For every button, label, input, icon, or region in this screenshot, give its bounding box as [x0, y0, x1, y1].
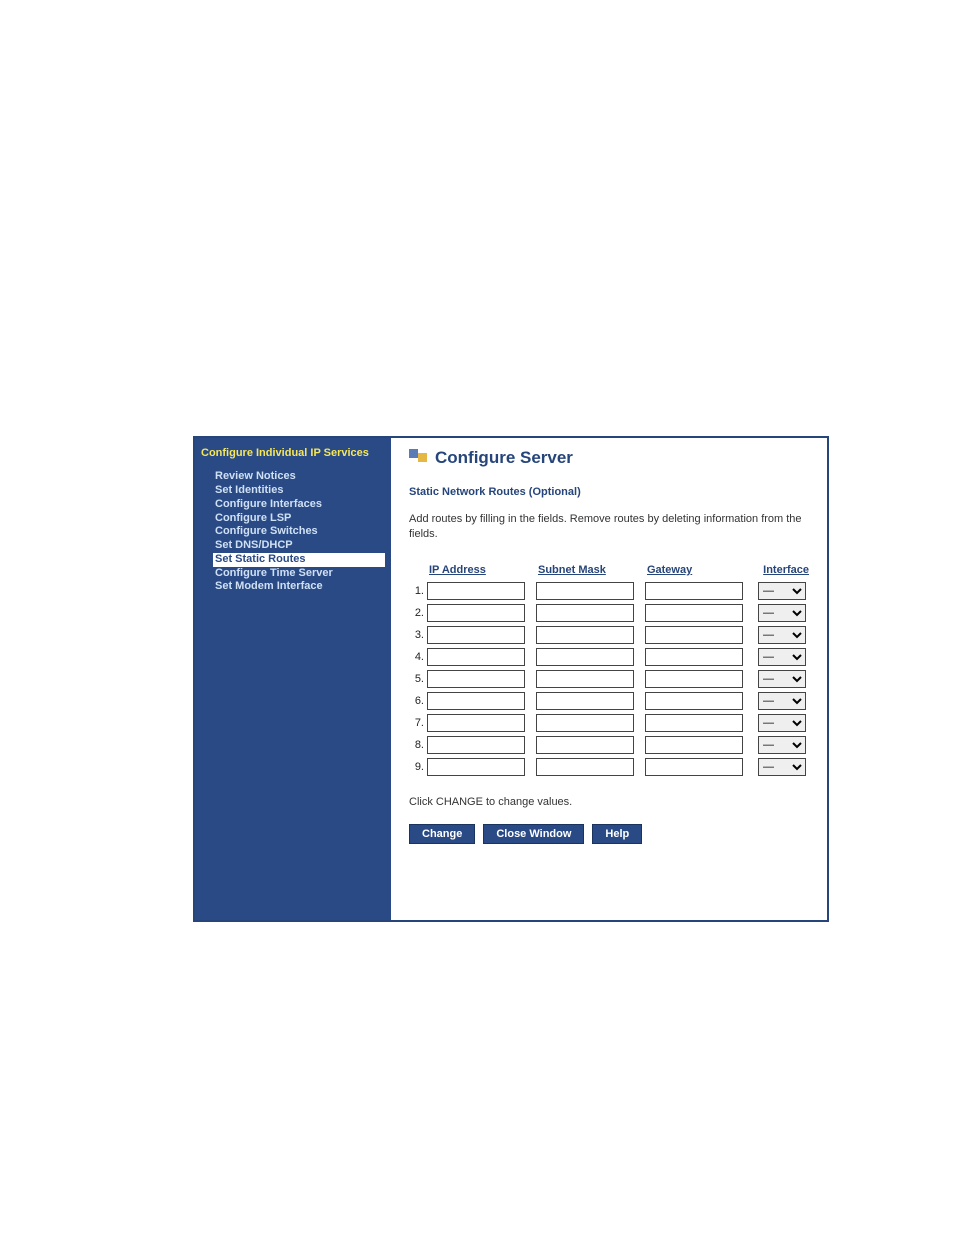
col-header-iface[interactable]: Interface	[754, 564, 809, 580]
config-window: Configure Individual IP Services Review …	[193, 436, 829, 922]
interface-select[interactable]: —	[758, 648, 806, 666]
ip-input[interactable]	[427, 736, 525, 754]
help-button[interactable]: Help	[592, 824, 642, 844]
ip-input[interactable]	[427, 714, 525, 732]
gateway-input[interactable]	[645, 626, 743, 644]
interface-select[interactable]: —	[758, 714, 806, 732]
sidebar-item-set-identities[interactable]: Set Identities	[213, 484, 385, 498]
col-header-ip[interactable]: IP Address	[427, 564, 536, 580]
table-row: 6. —	[409, 690, 809, 712]
main-panel: Configure Server Static Network Routes (…	[391, 438, 827, 920]
mask-input[interactable]	[536, 758, 634, 776]
sidebar-item-configure-interfaces[interactable]: Configure Interfaces	[213, 498, 385, 512]
gateway-input[interactable]	[645, 692, 743, 710]
interface-select[interactable]: —	[758, 626, 806, 644]
sidebar-item-review-notices[interactable]: Review Notices	[213, 470, 385, 484]
interface-select[interactable]: —	[758, 604, 806, 622]
sidebar-item-configure-lsp[interactable]: Configure LSP	[213, 512, 385, 526]
mask-input[interactable]	[536, 604, 634, 622]
app-logo-icon	[409, 449, 427, 467]
row-number: 4.	[409, 646, 427, 668]
table-row: 7. —	[409, 712, 809, 734]
col-header-mask[interactable]: Subnet Mask	[536, 564, 645, 580]
sidebar-item-set-dns-dhcp[interactable]: Set DNS/DHCP	[213, 539, 385, 553]
gateway-input[interactable]	[645, 604, 743, 622]
mask-input[interactable]	[536, 714, 634, 732]
table-row: 8. —	[409, 734, 809, 756]
sidebar: Configure Individual IP Services Review …	[195, 438, 391, 920]
sidebar-item-configure-switches[interactable]: Configure Switches	[213, 525, 385, 539]
gateway-input[interactable]	[645, 582, 743, 600]
sidebar-item-set-modem-interface[interactable]: Set Modem Interface	[213, 580, 385, 594]
close-window-button[interactable]: Close Window	[483, 824, 584, 844]
button-row: Change Close Window Help	[409, 824, 809, 844]
interface-select[interactable]: —	[758, 736, 806, 754]
gateway-input[interactable]	[645, 714, 743, 732]
section-title: Static Network Routes (Optional)	[409, 486, 809, 498]
mask-input[interactable]	[536, 626, 634, 644]
routes-table: IP Address Subnet Mask Gateway Interface…	[409, 564, 809, 778]
ip-input[interactable]	[427, 604, 525, 622]
ip-input[interactable]	[427, 758, 525, 776]
ip-input[interactable]	[427, 670, 525, 688]
table-row: 3. —	[409, 624, 809, 646]
mask-input[interactable]	[536, 582, 634, 600]
gateway-input[interactable]	[645, 670, 743, 688]
col-header-gateway[interactable]: Gateway	[645, 564, 754, 580]
row-number: 2.	[409, 602, 427, 624]
page-title-row: Configure Server	[409, 448, 809, 468]
table-row: 1. —	[409, 580, 809, 602]
table-row: 2. —	[409, 602, 809, 624]
sidebar-header: Configure Individual IP Services	[201, 446, 385, 460]
footnote-text: Click CHANGE to change values.	[409, 796, 809, 808]
gateway-input[interactable]	[645, 758, 743, 776]
sidebar-item-configure-time-server[interactable]: Configure Time Server	[213, 567, 385, 581]
interface-select[interactable]: —	[758, 582, 806, 600]
row-number: 5.	[409, 668, 427, 690]
row-number: 8.	[409, 734, 427, 756]
interface-select[interactable]: —	[758, 670, 806, 688]
ip-input[interactable]	[427, 582, 525, 600]
ip-input[interactable]	[427, 692, 525, 710]
row-number: 6.	[409, 690, 427, 712]
instructions-text: Add routes by filling in the fields. Rem…	[409, 512, 809, 542]
mask-input[interactable]	[536, 736, 634, 754]
row-number: 7.	[409, 712, 427, 734]
sidebar-nav: Review Notices Set Identities Configure …	[201, 470, 385, 594]
table-row: 9. —	[409, 756, 809, 778]
gateway-input[interactable]	[645, 736, 743, 754]
interface-select[interactable]: —	[758, 758, 806, 776]
sidebar-item-set-static-routes[interactable]: Set Static Routes	[213, 553, 385, 567]
change-button[interactable]: Change	[409, 824, 475, 844]
gateway-input[interactable]	[645, 648, 743, 666]
interface-select[interactable]: —	[758, 692, 806, 710]
row-number: 9.	[409, 756, 427, 778]
ip-input[interactable]	[427, 626, 525, 644]
row-number: 3.	[409, 624, 427, 646]
table-row: 5. —	[409, 668, 809, 690]
mask-input[interactable]	[536, 670, 634, 688]
mask-input[interactable]	[536, 692, 634, 710]
page-title: Configure Server	[435, 448, 573, 468]
row-number: 1.	[409, 580, 427, 602]
mask-input[interactable]	[536, 648, 634, 666]
table-row: 4. —	[409, 646, 809, 668]
ip-input[interactable]	[427, 648, 525, 666]
